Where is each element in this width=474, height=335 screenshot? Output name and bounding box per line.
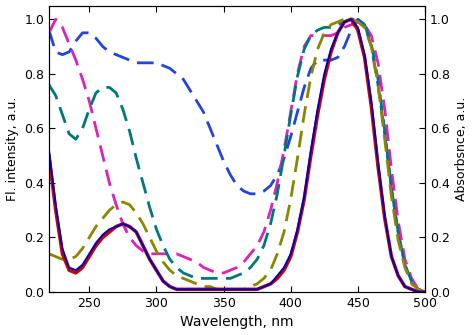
X-axis label: Wavelength, nm: Wavelength, nm <box>180 316 294 329</box>
Y-axis label: Absorbsnce, a.u.: Absorbsnce, a.u. <box>456 97 468 201</box>
Y-axis label: Fl. intensity, a.u.: Fl. intensity, a.u. <box>6 96 18 201</box>
